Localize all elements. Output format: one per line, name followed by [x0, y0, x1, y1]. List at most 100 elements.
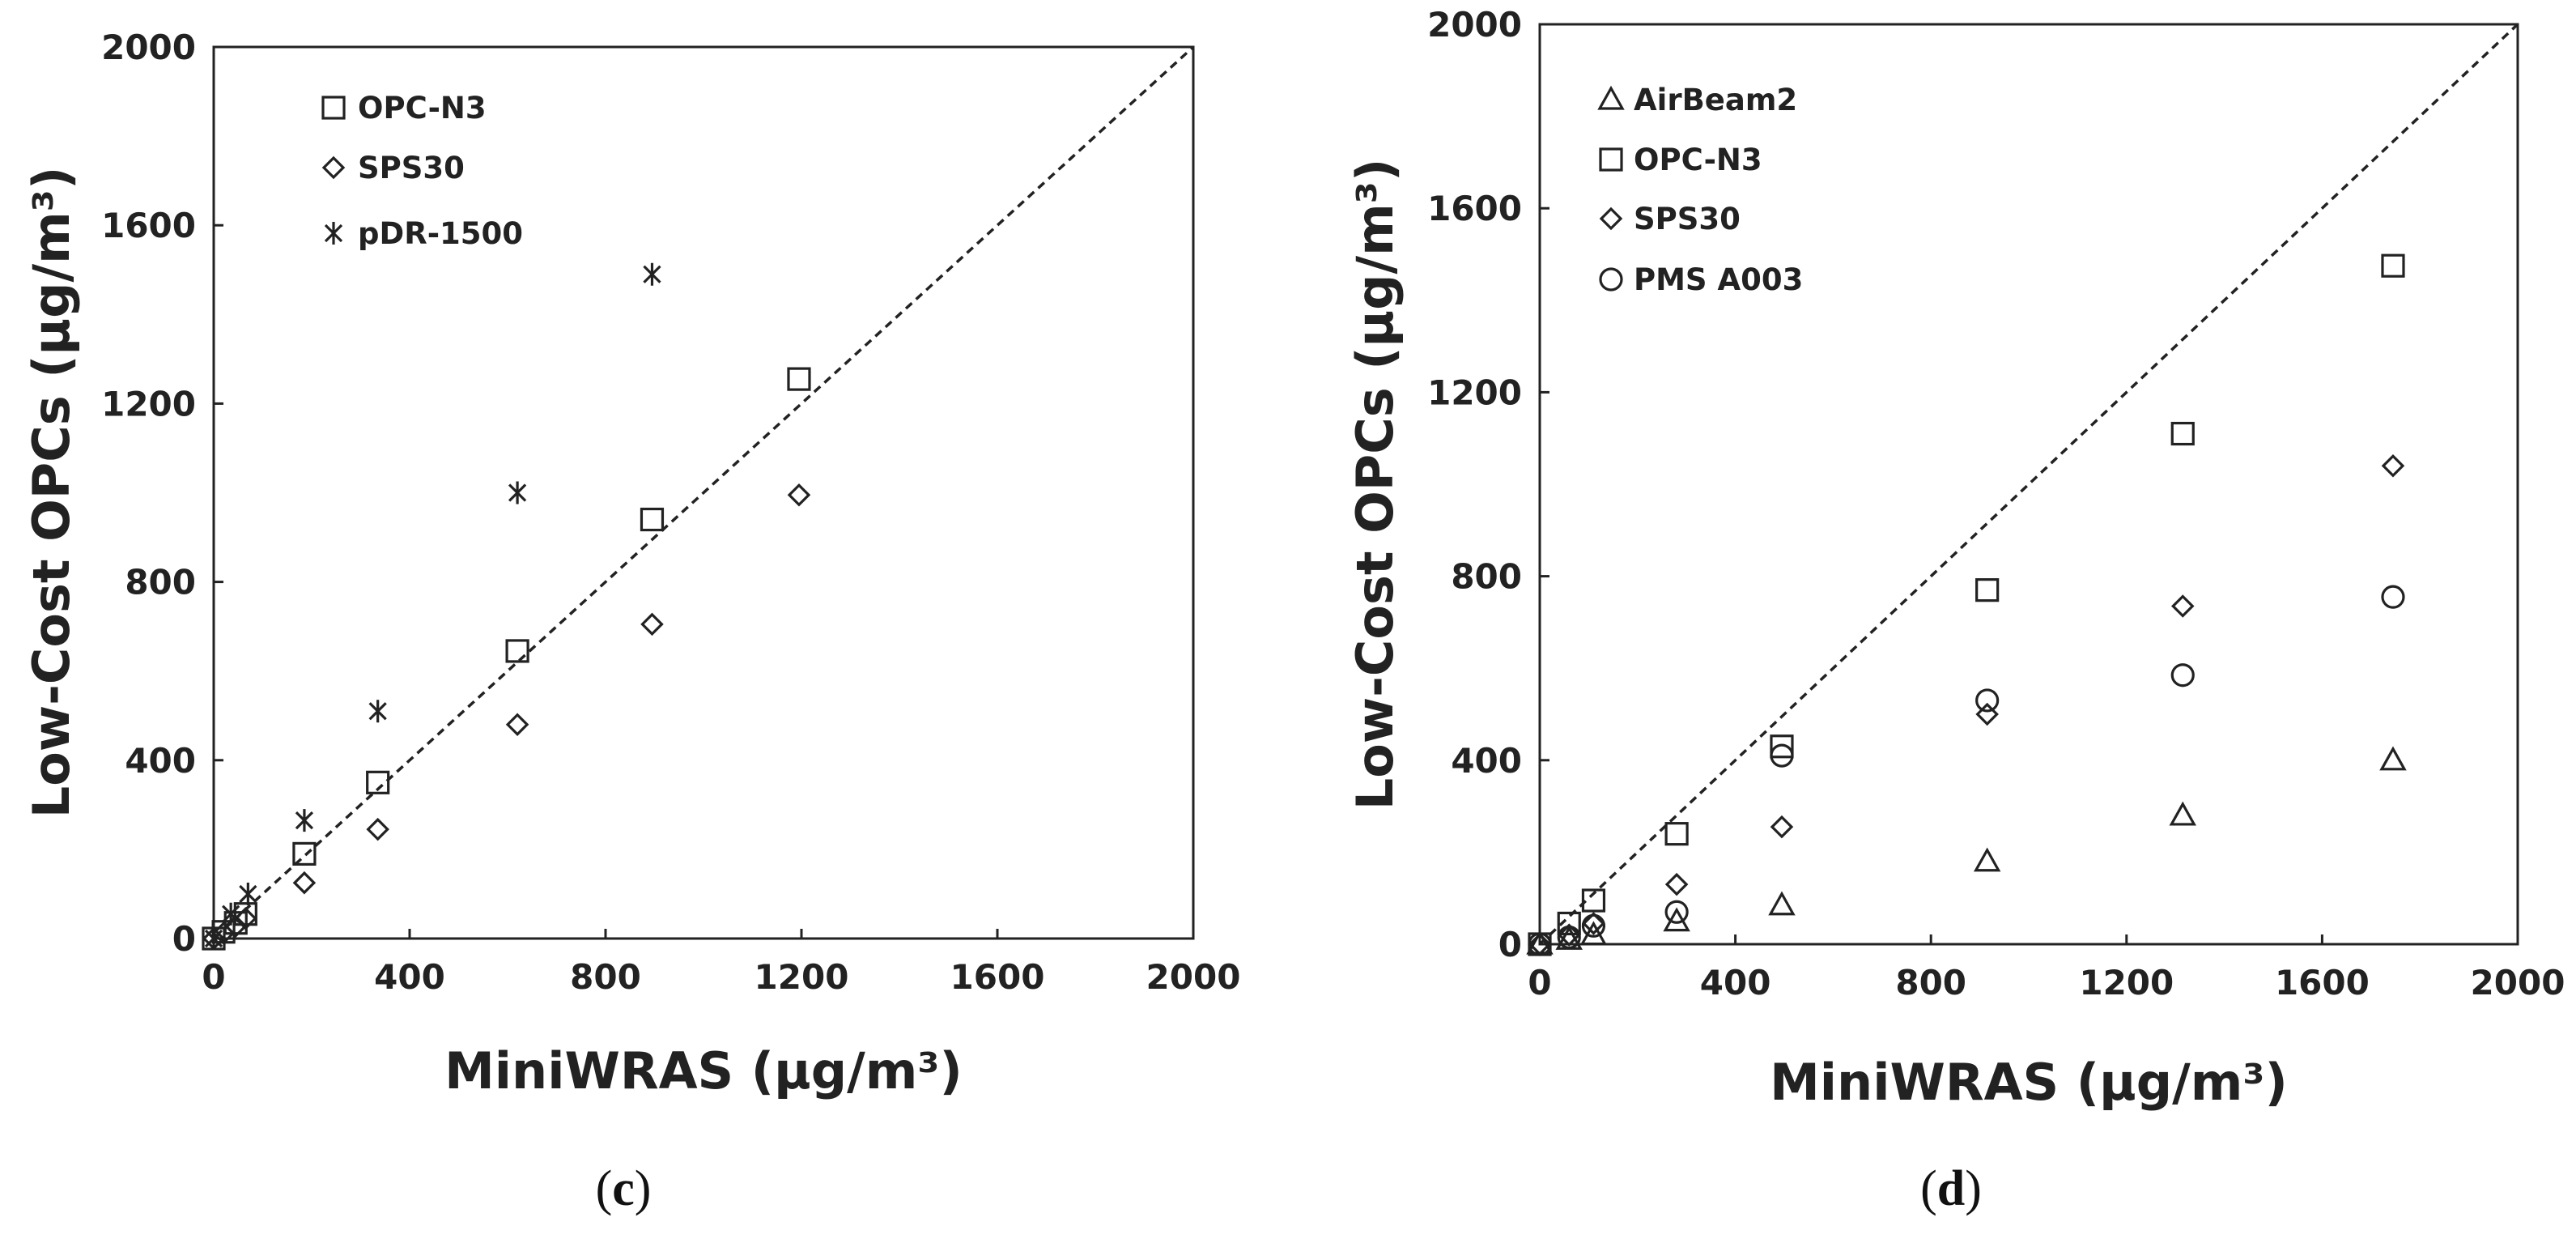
legend-marker-asterisk	[324, 222, 343, 245]
y-tick-label: 1600	[1427, 189, 1522, 228]
x-tick-labels: 0 400 800 1200 1600 2000	[1528, 963, 2565, 1002]
legend-marker-circle	[1599, 267, 1623, 292]
y-tick-label: 1600	[101, 206, 196, 245]
data-point-opc-n3	[640, 507, 665, 532]
legend-item-sps30: SPS30	[321, 151, 465, 185]
legend-item-airbeam2: AirBeam2	[1597, 83, 1797, 117]
panel-label-c: (c)	[596, 1161, 652, 1216]
x-tick-label: 400	[374, 957, 445, 997]
one-to-one-line	[212, 45, 1195, 940]
x-axis-label: MiniWRAS (μg/m³)	[444, 1041, 963, 1100]
y-axis-label: Low-Cost OPCs (μg/m³)	[22, 167, 81, 819]
y-tick-label: 2000	[1427, 5, 1522, 45]
data-point-airbeam2	[1973, 847, 2001, 872]
series-pdr-1500	[204, 262, 661, 950]
triangle-marker	[1597, 85, 1625, 110]
legend-marker-square	[1599, 147, 1623, 172]
data-point-sps30	[1557, 923, 1581, 947]
x-tick-label: 2000	[1146, 957, 1241, 997]
x-tick-label: 0	[1528, 963, 1551, 1002]
data-point-sps30	[1582, 912, 1605, 935]
data-point-opc-n3	[505, 639, 529, 663]
square-marker	[321, 96, 346, 120]
legend-label-pdr-1500: pDR-1500	[358, 216, 523, 251]
data-point-opc-n3	[2381, 253, 2405, 278]
data-point-opc-n3	[1581, 888, 1606, 913]
data-point-opc-n3	[787, 367, 811, 391]
series-airbeam2	[1526, 746, 2407, 955]
data-point-pms-a003	[1664, 900, 1689, 924]
panel-d: 0 400 800 1200 1600 2000 0400800120016002000 …	[1345, 5, 2565, 1216]
legend-marker-diamond	[321, 155, 346, 180]
data-point-opc-n3	[292, 841, 317, 866]
data-point-sps30	[787, 483, 811, 507]
y-tick-label: 1200	[1427, 372, 1522, 412]
legend: AirBeam2 OPC-N3 SPS30 PMS A003	[1597, 83, 1803, 297]
y-tick-labels: 0 400 800 1200 1600 2000	[101, 28, 196, 959]
data-point-sps30	[234, 906, 257, 930]
data-point-opc-n3	[1664, 822, 1689, 846]
y-tick-label: 0	[1498, 925, 1522, 964]
x-tick-label: 2000	[2471, 963, 2565, 1002]
data-point-sps30	[1770, 815, 1794, 839]
y-tick-label: 800	[125, 563, 196, 602]
data-point-pdr-1500	[204, 927, 223, 950]
square-marker	[1599, 147, 1623, 172]
y-tick-label: 2000	[101, 28, 196, 67]
data-points	[202, 262, 811, 951]
series-opc-n3	[1528, 253, 2405, 956]
legend-marker-triangle	[1597, 85, 1625, 110]
legend-label-sps30: SPS30	[358, 151, 465, 185]
x-axis-label: MiniWRAS (μg/m³)	[1770, 1053, 2288, 1112]
x-tick-label: 1200	[2079, 963, 2174, 1002]
data-point-airbeam2	[1768, 891, 1796, 916]
y-tick-labels: 0 400 800 1200 1600 2000	[1427, 5, 1522, 964]
data-points	[1526, 253, 2407, 956]
plot-frame	[212, 45, 1195, 940]
data-point-sps30	[640, 612, 664, 636]
legend-label-pms-a003: PMS A003	[1634, 262, 1803, 297]
series-sps30	[202, 483, 811, 951]
legend-item-opc-n3: OPC-N3	[321, 91, 487, 126]
series-pms-a003	[1528, 585, 2405, 956]
legend-marker-square	[321, 96, 346, 120]
y-tick-label: 400	[1451, 741, 1522, 781]
legend-item-pms-a003: PMS A003	[1599, 262, 1803, 297]
data-point-opc-n3	[1770, 734, 1794, 759]
data-point-pdr-1500	[368, 700, 387, 723]
data-point-sps30	[505, 713, 529, 737]
x-tick-label: 400	[1700, 963, 1771, 1002]
y-axis-label: Low-Cost OPCs (μg/m³)	[1345, 159, 1405, 811]
data-point-pms-a003	[2381, 585, 2405, 609]
legend-label-airbeam2: AirBeam2	[1634, 83, 1797, 117]
data-point-opc-n3	[2170, 421, 2195, 446]
x-tick-labels: 0 400 800 1200 1600 2000	[202, 957, 1240, 997]
x-tick-label: 800	[1895, 963, 1966, 1002]
data-point-pdr-1500	[508, 481, 527, 504]
data-point-pms-a003	[1770, 743, 1794, 768]
data-point-opc-n3	[1975, 578, 2000, 602]
asterisk-marker	[324, 222, 343, 245]
one-to-one-line	[1538, 23, 2519, 946]
data-point-sps30	[292, 871, 317, 895]
legend-item-opc-n3: OPC-N3	[1599, 143, 1762, 177]
series-opc-n3	[202, 367, 811, 951]
data-point-sps30	[223, 914, 248, 938]
x-tick-label: 1600	[2275, 963, 2370, 1002]
x-tick-label: 0	[202, 957, 225, 997]
legend-label-opc-n3: OPC-N3	[358, 91, 487, 126]
data-point-airbeam2	[2379, 746, 2407, 771]
data-point-pdr-1500	[643, 262, 661, 286]
x-tick-label: 800	[570, 957, 641, 997]
data-point-pms-a003	[2170, 663, 2195, 687]
data-point-pms-a003	[1557, 925, 1581, 950]
diamond-marker	[1599, 206, 1623, 231]
tick-marks	[1538, 23, 2519, 946]
data-point-pms-a003	[1975, 688, 2000, 713]
diamond-marker	[321, 155, 346, 180]
legend-label-opc-n3: OPC-N3	[1634, 143, 1762, 177]
panel-label-d: (d)	[1920, 1161, 1982, 1216]
data-point-sps30	[2381, 454, 2405, 478]
data-point-opc-n3	[1557, 911, 1581, 936]
